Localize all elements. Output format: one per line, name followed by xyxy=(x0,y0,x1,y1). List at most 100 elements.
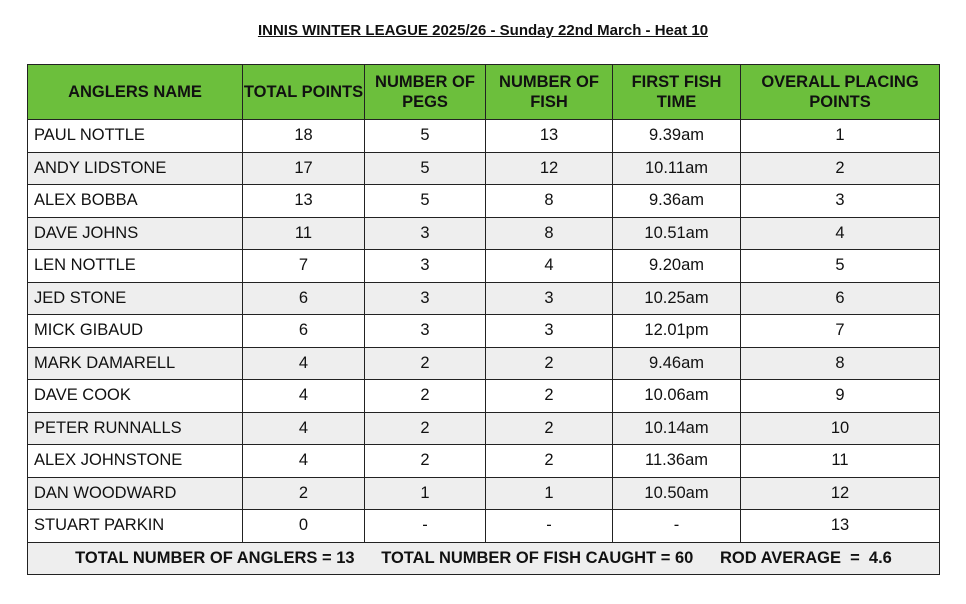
table-row: MICK GIBAUD 6 3 3 12.01pm 7 xyxy=(27,314,940,348)
cell-number-of-fish: 2 xyxy=(485,444,613,478)
cell-overall-placing-points: 8 xyxy=(740,346,940,380)
cell-anglers-name: JED STONE xyxy=(27,281,243,315)
cell-anglers-name: LEN NOTTLE xyxy=(27,249,243,283)
cell-anglers-name: MARK DAMARELL xyxy=(27,346,243,380)
table-row: DAVE JOHNS 11 3 8 10.51am 4 xyxy=(27,216,940,250)
cell-number-of-pegs: 2 xyxy=(364,411,486,445)
cell-first-fish-time: 11.36am xyxy=(612,444,741,478)
cell-first-fish-time: 9.46am xyxy=(612,346,741,380)
cell-total-points: 4 xyxy=(242,411,365,445)
cell-first-fish-time: 10.25am xyxy=(612,281,741,315)
cell-number-of-pegs: 2 xyxy=(364,444,486,478)
cell-anglers-name: DAN WOODWARD xyxy=(27,476,243,510)
cell-anglers-name: ALEX JOHNSTONE xyxy=(27,444,243,478)
cell-number-of-pegs: 5 xyxy=(364,119,486,153)
rod-average: ROD AVERAGE = 4.6 xyxy=(719,548,892,567)
header-row: ANGLERS NAME TOTAL POINTS NUMBER OF PEGS NU… xyxy=(27,64,940,120)
cell-anglers-name: PAUL NOTTLE xyxy=(27,119,243,153)
table-row: PETER RUNNALLS 4 2 2 10.14am 10 xyxy=(27,411,940,445)
table-row: LEN NOTTLE 7 3 4 9.20am 5 xyxy=(27,249,940,283)
cell-first-fish-time: 10.51am xyxy=(612,216,741,250)
cell-number-of-fish: 4 xyxy=(485,249,613,283)
cell-total-points: 18 xyxy=(242,119,365,153)
cell-first-fish-time: 10.14am xyxy=(612,411,741,445)
cell-number-of-fish: - xyxy=(485,509,613,543)
cell-number-of-pegs: 2 xyxy=(364,379,486,413)
cell-number-of-pegs: 5 xyxy=(364,151,486,185)
footer-row: TOTAL NUMBER OF ANGLERS = 13 TOTAL NUMBE… xyxy=(27,541,940,575)
cell-overall-placing-points: 3 xyxy=(740,184,940,218)
cell-number-of-pegs: 3 xyxy=(364,314,486,348)
cell-first-fish-time: 10.06am xyxy=(612,379,741,413)
cell-first-fish-time: 10.11am xyxy=(612,151,741,185)
cell-first-fish-time: 10.50am xyxy=(612,476,741,510)
cell-number-of-pegs: 3 xyxy=(364,249,486,283)
cell-first-fish-time: 9.20am xyxy=(612,249,741,283)
cell-overall-placing-points: 4 xyxy=(740,216,940,250)
cell-number-of-fish: 12 xyxy=(485,151,613,185)
cell-overall-placing-points: 5 xyxy=(740,249,940,283)
table-row: PAUL NOTTLE 18 5 13 9.39am 1 xyxy=(27,119,940,153)
column-header-overall-placing-points: OVERALL PLACING POINTS xyxy=(740,64,940,120)
total-anglers: TOTAL NUMBER OF ANGLERS = 13 xyxy=(75,548,355,567)
cell-number-of-fish: 3 xyxy=(485,281,613,315)
cell-total-points: 4 xyxy=(242,379,365,413)
cell-overall-placing-points: 9 xyxy=(740,379,940,413)
column-header-total-points: TOTAL POINTS xyxy=(242,64,365,120)
cell-total-points: 6 xyxy=(242,281,365,315)
table-row: ANDY LIDSTONE 17 5 12 10.11am 2 xyxy=(27,151,940,185)
cell-overall-placing-points: 7 xyxy=(740,314,940,348)
cell-number-of-fish: 13 xyxy=(485,119,613,153)
summary-cell: TOTAL NUMBER OF ANGLERS = 13 TOTAL NUMBE… xyxy=(27,541,940,575)
cell-anglers-name: DAVE COOK xyxy=(27,379,243,413)
cell-total-points: 0 xyxy=(242,509,365,543)
cell-anglers-name: PETER RUNNALLS xyxy=(27,411,243,445)
cell-anglers-name: DAVE JOHNS xyxy=(27,216,243,250)
cell-number-of-fish: 2 xyxy=(485,346,613,380)
cell-anglers-name: ANDY LIDSTONE xyxy=(27,151,243,185)
column-header-anglers-name: ANGLERS NAME xyxy=(27,64,243,120)
results-table: ANGLERS NAME TOTAL POINTS NUMBER OF PEGS NU… xyxy=(27,64,940,575)
table-row: JED STONE 6 3 3 10.25am 6 xyxy=(27,281,940,315)
cell-total-points: 7 xyxy=(242,249,365,283)
table-row: ALEX BOBBA 13 5 8 9.36am 3 xyxy=(27,184,940,218)
table-row: STUART PARKIN 0- - -13 xyxy=(27,509,940,543)
table-row: DAVE COOK 4 2 2 10.06am 9 xyxy=(27,379,940,413)
cell-total-points: 11 xyxy=(242,216,365,250)
cell-total-points: 4 xyxy=(242,346,365,380)
cell-number-of-fish: 8 xyxy=(485,184,613,218)
cell-total-points: 2 xyxy=(242,476,365,510)
cell-total-points: 4 xyxy=(242,444,365,478)
cell-number-of-pegs: 5 xyxy=(364,184,486,218)
cell-number-of-pegs: - xyxy=(364,509,486,543)
cell-first-fish-time: 9.39am xyxy=(612,119,741,153)
cell-total-points: 17 xyxy=(242,151,365,185)
cell-number-of-pegs: 3 xyxy=(364,281,486,315)
cell-number-of-fish: 2 xyxy=(485,411,613,445)
cell-total-points: 13 xyxy=(242,184,365,218)
table-row: ALEX JOHNSTONE 4 2 2 11.36am 11 xyxy=(27,444,940,478)
column-header-number-of-pegs: NUMBER OF PEGS xyxy=(364,64,486,120)
cell-overall-placing-points: 1 xyxy=(740,119,940,153)
cell-number-of-pegs: 3 xyxy=(364,216,486,250)
cell-number-of-fish: 2 xyxy=(485,379,613,413)
cell-overall-placing-points: 12 xyxy=(740,476,940,510)
column-header-number-of-fish: NUMBER OF FISH xyxy=(485,64,613,120)
total-fish: TOTAL NUMBER OF FISH CAUGHT = 60 xyxy=(381,548,694,567)
cell-anglers-name: MICK GIBAUD xyxy=(27,314,243,348)
cell-total-points: 6 xyxy=(242,314,365,348)
column-header-first-fish-time: FIRST FISH TIME xyxy=(612,64,741,120)
cell-number-of-fish: 1 xyxy=(485,476,613,510)
cell-overall-placing-points: 13 xyxy=(740,509,940,543)
cell-overall-placing-points: 6 xyxy=(740,281,940,315)
cell-first-fish-time: 12.01pm xyxy=(612,314,741,348)
table-row: DAN WOODWARD 2 1 1 10.50am 12 xyxy=(27,476,940,510)
cell-overall-placing-points: 2 xyxy=(740,151,940,185)
cell-first-fish-time: 9.36am xyxy=(612,184,741,218)
cell-overall-placing-points: 11 xyxy=(740,444,940,478)
cell-overall-placing-points: 10 xyxy=(740,411,940,445)
cell-number-of-pegs: 1 xyxy=(364,476,486,510)
cell-number-of-fish: 8 xyxy=(485,216,613,250)
cell-number-of-pegs: 2 xyxy=(364,346,486,380)
cell-first-fish-time: - xyxy=(612,509,741,543)
